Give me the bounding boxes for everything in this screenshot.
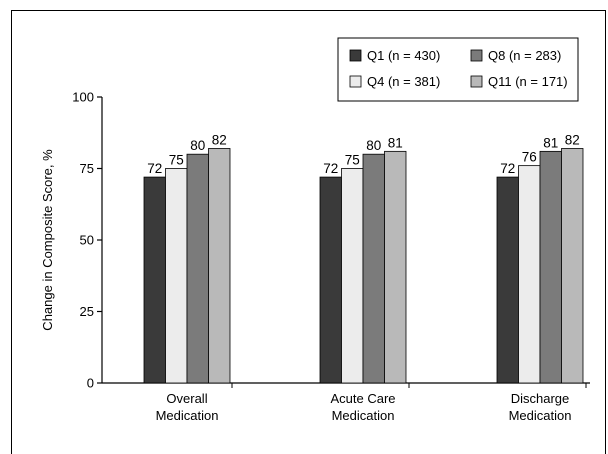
category-labels: Overall Medication Acute Care Medication Dis… — [156, 391, 572, 423]
legend-swatch — [470, 49, 483, 62]
bar — [143, 176, 166, 384]
bar — [319, 176, 342, 384]
x-category-label: Discharge — [511, 391, 570, 406]
bar — [341, 168, 364, 384]
data-label: 81 — [388, 135, 403, 150]
data-label: 72 — [147, 161, 162, 176]
data-label: 80 — [190, 138, 205, 153]
bar — [165, 168, 188, 384]
chart-frame — [11, 10, 606, 454]
bar — [539, 150, 562, 384]
x-category-label: Medication — [332, 408, 395, 423]
legend-label: Q1 (n = 430) — [367, 48, 440, 63]
data-label: 82 — [212, 132, 227, 147]
legend-label: Q4 (n = 381) — [367, 74, 440, 89]
x-category-label: Medication — [509, 408, 572, 423]
bar — [496, 176, 519, 384]
data-label: 72 — [500, 161, 515, 176]
data-label: 75 — [169, 153, 184, 168]
bar — [208, 148, 231, 384]
data-label: 82 — [565, 132, 580, 147]
data-label: 75 — [345, 153, 360, 168]
data-label: 72 — [323, 161, 338, 176]
bar — [561, 148, 584, 384]
y-tick-label: 50 — [80, 233, 94, 248]
y-axis-title: Change in Composite Score, % — [40, 149, 55, 331]
bar — [384, 150, 407, 384]
bar — [362, 153, 385, 384]
x-category-label: Acute Care — [330, 391, 395, 406]
legend-label: Q8 (n = 283) — [488, 48, 561, 63]
bar — [186, 153, 209, 384]
y-tick-label: 100 — [72, 90, 94, 105]
bar — [518, 165, 541, 384]
legend-box — [337, 37, 579, 102]
bars — [143, 148, 584, 384]
x-category-label: Overall — [166, 391, 207, 406]
legend-swatch — [470, 75, 483, 88]
y-tick-label: 0 — [87, 376, 94, 391]
data-label: 80 — [366, 138, 381, 153]
legend-swatch — [349, 75, 362, 88]
y-tick-label: 25 — [80, 304, 94, 319]
data-label: 81 — [543, 135, 558, 150]
data-label: 76 — [522, 150, 537, 165]
y-tick-label: 75 — [80, 161, 94, 176]
data-labels: 72 75 80 82 72 75 80 81 72 76 81 82 — [147, 132, 580, 176]
legend-label: Q11 (n = 171) — [488, 74, 568, 89]
legend: Q1 (n = 430) Q4 (n = 381) Q8 (n = 283) Q11 … — [337, 37, 579, 102]
legend-swatch — [349, 49, 362, 62]
x-category-label: Medication — [156, 408, 219, 423]
